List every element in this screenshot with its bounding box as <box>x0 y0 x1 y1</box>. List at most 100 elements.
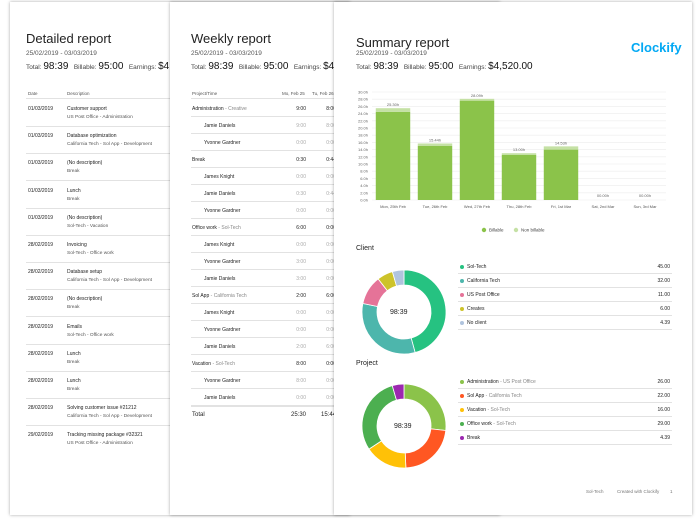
legend-value: 6.00 <box>660 306 670 312</box>
row-name: Office work <box>192 225 217 231</box>
bar-billable <box>543 149 579 200</box>
legend-divider <box>458 388 672 389</box>
total-label: Total: <box>356 64 372 71</box>
row-tuesday-hours: 6:00 <box>326 293 336 299</box>
billable-label: Billable: <box>73 64 97 71</box>
row-client: - Creative <box>223 106 247 112</box>
earnings-value: $4,520.00 <box>488 61 533 72</box>
legend-item: Break <box>460 435 480 441</box>
row-name: Break <box>192 157 206 163</box>
row-monday-hours: 0:00 <box>296 208 306 214</box>
client-heading: Client <box>356 245 374 252</box>
row-name: Jamie Daniels <box>204 344 236 350</box>
bar-nonbillable <box>417 143 453 146</box>
bar-billable <box>459 100 495 200</box>
legend-label: Administration <box>467 379 499 385</box>
row-tuesday-hours: 0:44 <box>326 191 336 197</box>
row-description: Emails <box>67 323 83 330</box>
row-date: 01/03/2019 <box>28 214 54 221</box>
legend-value: 45.00 <box>657 264 670 270</box>
row-name: Sol App <box>192 293 210 299</box>
row-date: 28/02/2019 <box>28 405 54 412</box>
column-header-date: Date <box>28 91 38 96</box>
y-tick-label: 2.0h <box>360 190 368 195</box>
donut-slice <box>361 385 397 450</box>
column-header-project: Project/Time <box>192 91 218 96</box>
legend-color-dot <box>460 421 464 426</box>
y-tick-label: 18.0h <box>358 133 368 138</box>
date-range: 25/02/2019 - 03/03/2019 <box>356 50 427 57</box>
bar-value-label: 15.44h <box>429 137 441 142</box>
row-description: Database setup <box>67 269 103 276</box>
row-project-name: Jamie Daniels <box>204 395 235 401</box>
legend-item: Creates <box>460 306 485 312</box>
row-date: 28/02/2019 <box>28 378 54 384</box>
y-tick-label: 12.0h <box>358 154 368 159</box>
row-name: Yvonne Gardner <box>204 378 241 384</box>
billable-value: 95:00 <box>263 61 289 72</box>
row-name: Jamie Daniels <box>204 123 236 129</box>
total-label: Total: <box>26 64 42 71</box>
row-client: - Sol-Tech <box>211 361 235 367</box>
row-description: (No description) <box>67 214 103 221</box>
row-monday-hours: 3:00 <box>296 259 306 265</box>
row-date: 28/02/2019 <box>28 269 54 276</box>
row-monday-hours: 9:00 <box>296 123 306 129</box>
legend-value: 11.00 <box>657 292 670 298</box>
y-tick-label: 0.0h <box>360 198 368 203</box>
footer-workspace: Sol-Tech <box>586 489 604 494</box>
x-tick-label: Sun, 3rd Mar <box>633 204 657 209</box>
row-monday-hours: 2:00 <box>296 344 306 350</box>
footer-created-with: Created with Clockify <box>617 489 660 494</box>
bar-value-label: 28.09h <box>471 93 483 98</box>
row-tuesday-hours: 0:00 <box>326 174 336 180</box>
legend-client: - Sol-Tech <box>491 421 516 427</box>
legend-label: Office work <box>467 421 492 427</box>
y-tick-label: 24.0h <box>358 111 368 116</box>
row-monday-hours: 0:00 <box>296 395 306 401</box>
page-title: Detailed report <box>26 31 112 46</box>
row-tuesday-hours: 8:00 <box>326 123 336 129</box>
row-date: 28/02/2019 <box>28 350 54 357</box>
row-date: 01/03/2019 <box>28 106 54 112</box>
row-tuesday-hours: 0:00 <box>326 242 336 248</box>
row-name: Yvonne Gardner <box>204 208 241 214</box>
row-monday-hours: 2:00 <box>296 293 306 299</box>
legend-item: No client <box>460 320 486 326</box>
row-date: 28/02/2019 <box>28 323 54 330</box>
row-date: 01/03/2019 <box>28 187 54 194</box>
billable-value: 95:00 <box>98 61 124 72</box>
x-tick-label: Wed, 27th Feb <box>464 204 491 209</box>
legend-color-dot <box>460 320 464 325</box>
bar-billable <box>375 111 411 200</box>
legend-divider <box>458 416 672 417</box>
bar-value-label: 13.00h <box>513 147 525 152</box>
row-name: James Knight <box>204 310 235 316</box>
legend-color-dot <box>460 278 464 283</box>
bar-nonbillable <box>459 98 495 101</box>
row-tuesday-hours: 0:00 <box>326 310 336 316</box>
summary-report-page: Summary report Clockify 25/02/2019 - 03/… <box>334 2 692 515</box>
row-project-name: Jamie Daniels <box>204 276 235 282</box>
date-range: 25/02/2019 - 03/03/2019 <box>26 50 97 57</box>
row-monday-hours: 8:00 <box>296 361 306 367</box>
legend-divider <box>458 315 672 316</box>
row-monday-hours: 3:00 <box>296 276 306 282</box>
legend-color-dot <box>460 264 464 269</box>
row-description: Database optimization <box>67 133 117 140</box>
billable-value: 95:00 <box>428 61 454 72</box>
legend-divider <box>458 273 672 274</box>
legend-item: US Post Office <box>460 292 500 298</box>
legend-value: 4.39 <box>660 320 670 326</box>
row-project: Break <box>67 359 80 365</box>
row-project: US Post Office - Administration <box>67 441 133 447</box>
row-tuesday-hours: 8:00 <box>326 106 336 112</box>
legend-color-dot <box>460 292 464 297</box>
legend-divider <box>458 444 672 445</box>
donut-slice <box>391 269 405 287</box>
row-name: Vacation <box>192 361 212 367</box>
row-project-name: Yvonne Gardner <box>204 378 240 384</box>
row-monday-hours: 0:00 <box>296 140 306 146</box>
bar-billable <box>501 155 537 200</box>
legend-value: 29.00 <box>657 421 670 427</box>
